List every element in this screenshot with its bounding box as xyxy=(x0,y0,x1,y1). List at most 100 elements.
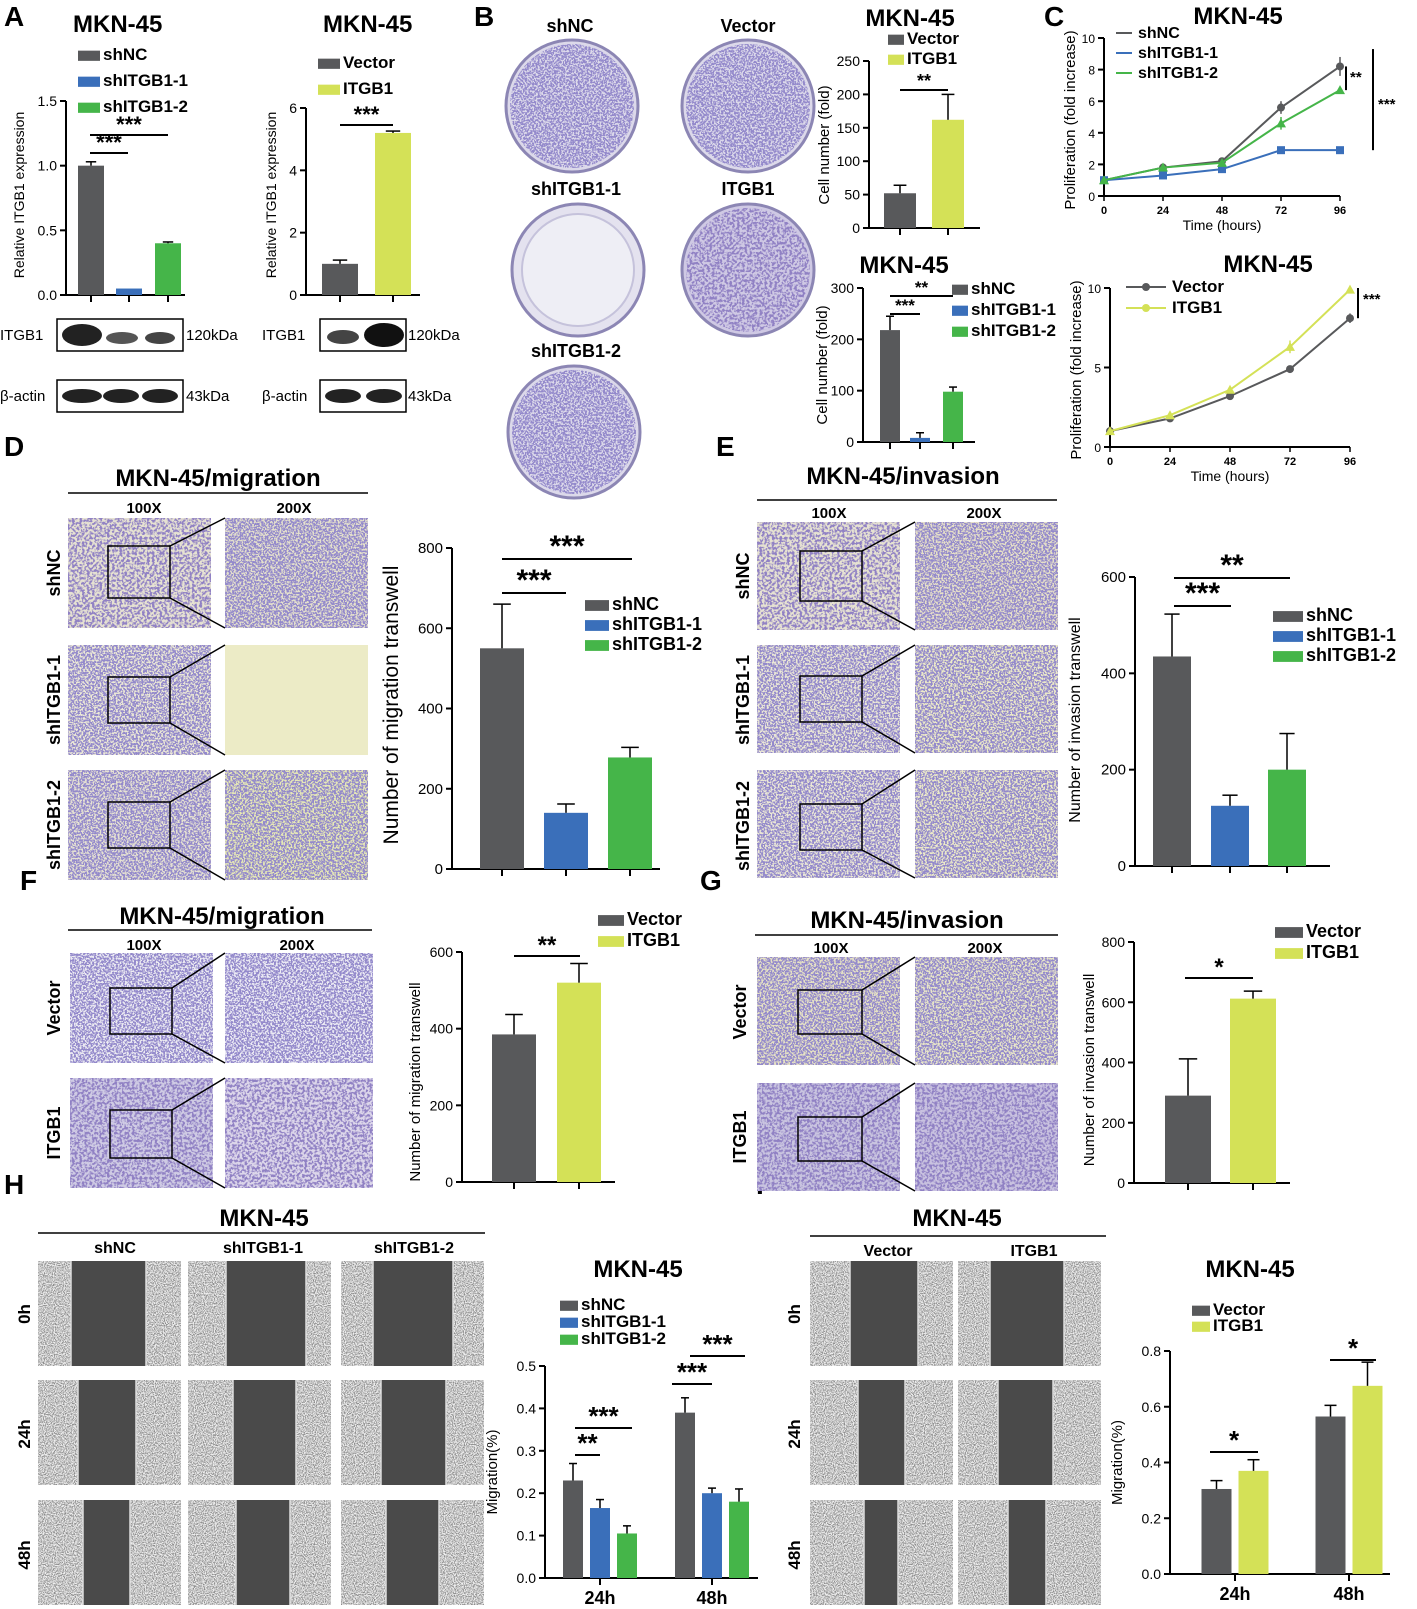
d-row-label-1: shNC xyxy=(44,549,64,596)
g-row-label-2: ITGB1 xyxy=(730,1110,750,1163)
panel-letter-h: H xyxy=(4,1169,24,1200)
bar xyxy=(675,1412,695,1578)
x-tick-label: 96 xyxy=(1344,456,1356,468)
g-row-label-1: Vector xyxy=(730,984,750,1039)
significance-stars: * xyxy=(1214,954,1224,981)
bar xyxy=(910,437,930,442)
e-row-3-images xyxy=(757,769,1058,879)
y-tick-label: 0.0 xyxy=(38,287,58,303)
legend-swatch xyxy=(318,58,340,69)
plate-vector xyxy=(680,38,816,174)
significance-stars: *** xyxy=(1378,96,1396,113)
significance-stars: *** xyxy=(116,112,142,137)
wound-gap xyxy=(71,1261,146,1366)
y-tick-label: 300 xyxy=(831,280,855,296)
y-tick-label: 0.1 xyxy=(517,1528,537,1544)
h-row-label-2: 24h xyxy=(15,1419,34,1448)
bar xyxy=(492,1034,536,1182)
legend-swatch xyxy=(598,936,624,947)
legend-label: Vector xyxy=(1172,277,1224,296)
g-title: MKN-45/invasion xyxy=(810,907,1003,934)
y-tick-label: 800 xyxy=(418,540,443,557)
y-tick-label: 0 xyxy=(445,1174,453,1190)
data-point xyxy=(1226,392,1234,401)
i-col-label-1: Vector xyxy=(864,1243,913,1260)
bar xyxy=(1238,1470,1269,1574)
y-tick-label: 600 xyxy=(1101,569,1126,586)
y-tick-label: 4 xyxy=(289,162,297,178)
y-tick-label: 0 xyxy=(1117,1175,1125,1191)
y-tick-label: 800 xyxy=(1102,934,1126,950)
i-images: MKN-45 Vector ITGB1 0h 24h 48h xyxy=(785,1205,1106,1605)
bar xyxy=(1211,805,1249,866)
y-axis-label: Proliferation (fold increase) xyxy=(1068,280,1085,459)
y-tick-label: 1.5 xyxy=(38,93,58,109)
data-point xyxy=(1335,85,1345,95)
significance-stars: *** xyxy=(549,530,584,563)
a-left-title: MKN-45 xyxy=(73,11,162,38)
y-tick-label: 0 xyxy=(852,220,860,236)
significance-stars: ** xyxy=(1350,69,1362,86)
a-right-title: MKN-45 xyxy=(323,11,412,38)
panel-letter-a: A xyxy=(4,1,24,32)
legend-label: Vector xyxy=(907,29,959,48)
bar xyxy=(1153,656,1191,866)
data-point xyxy=(1218,165,1226,174)
b-plate-label-2: Vector xyxy=(720,16,775,36)
legend-label: Vector xyxy=(1213,1300,1265,1319)
h-wound-grid xyxy=(38,1261,484,1605)
y-tick-label: 400 xyxy=(418,701,443,718)
x-tick-label: 48h xyxy=(1333,1584,1364,1604)
legend-swatch xyxy=(78,102,100,113)
chart-a-right: 0 2 4 6 Relative ITGB1 expression Vector ITGB1… xyxy=(263,53,420,303)
b-colony-plates: shNC Vector shITGB1-1 ITGB1 shITGB1-2 xyxy=(504,16,816,500)
legend-swatch xyxy=(78,50,100,61)
h-images: MKN-45 shNC shITGB1-1 shITGB1-2 0h 24h 4… xyxy=(15,1205,485,1605)
y-tick-label: 0.0 xyxy=(1142,1566,1162,1582)
significance-stars: *** xyxy=(1185,577,1220,610)
x-axis-label: Time (hours) xyxy=(1183,217,1262,233)
wound-gap xyxy=(998,1380,1053,1485)
significance-stars: *** xyxy=(1363,291,1381,308)
legend-swatch xyxy=(888,54,904,65)
wound-gap xyxy=(226,1261,306,1366)
e-title: MKN-45/invasion xyxy=(806,463,999,490)
c-top-title: MKN-45 xyxy=(1193,3,1282,30)
e-mag-2: 200X xyxy=(966,505,1001,522)
g-mag-2: 200X xyxy=(967,940,1002,957)
a-right-blot-kda-2: 43kDa xyxy=(408,388,452,405)
g-row-1-images xyxy=(757,956,1058,1066)
h-row-label-1: 0h xyxy=(15,1304,34,1324)
f-row-2-images xyxy=(70,1077,373,1189)
e-row-1-images xyxy=(757,521,1058,631)
bar xyxy=(884,193,916,228)
d-row-label-3: shITGB1-2 xyxy=(44,780,64,870)
y-axis-label: Migration(%) xyxy=(1109,1420,1126,1505)
chart-c-bottom: 0 5 10 0 24 48 72 96 Time (hours) Proliferation (… xyxy=(1068,277,1381,484)
bar xyxy=(1201,1488,1232,1574)
data-point xyxy=(1286,365,1294,374)
e-row-label-1: shNC xyxy=(733,552,753,599)
legend-label: shITGB1-1 xyxy=(1138,45,1218,62)
g-images: MKN-45/invasion 100X 200X Vector ITGB1 xyxy=(730,907,1058,1192)
legend-label: Vector xyxy=(1306,921,1361,941)
x-axis-label: Time (hours) xyxy=(1191,468,1270,484)
f-row-label-1: Vector xyxy=(44,980,64,1035)
bar xyxy=(322,263,358,295)
y-tick-label: 200 xyxy=(837,86,861,102)
y-tick-label: 0 xyxy=(1118,858,1126,875)
legend-label: shNC xyxy=(1138,25,1180,42)
bar xyxy=(1230,998,1276,1183)
x-tick-label: 24 xyxy=(1164,456,1177,468)
y-tick-label: 200 xyxy=(831,331,855,347)
chart-g: 0 200 400 600 800 Number of invasion transwel… xyxy=(1081,921,1361,1191)
y-axis-label: Relative ITGB1 expression xyxy=(11,112,27,279)
e-row-2-images xyxy=(757,644,1058,754)
y-axis-label: Relative ITGB1 expression xyxy=(263,112,279,279)
chart-h: 0.0 0.1 0.2 0.3 0.4 0.5 24h 48h Migration(%) shNC… xyxy=(484,1295,758,1608)
y-tick-label: 0.4 xyxy=(1142,1455,1162,1471)
y-tick-label: 200 xyxy=(418,781,443,798)
y-tick-label: 0.2 xyxy=(517,1485,537,1501)
